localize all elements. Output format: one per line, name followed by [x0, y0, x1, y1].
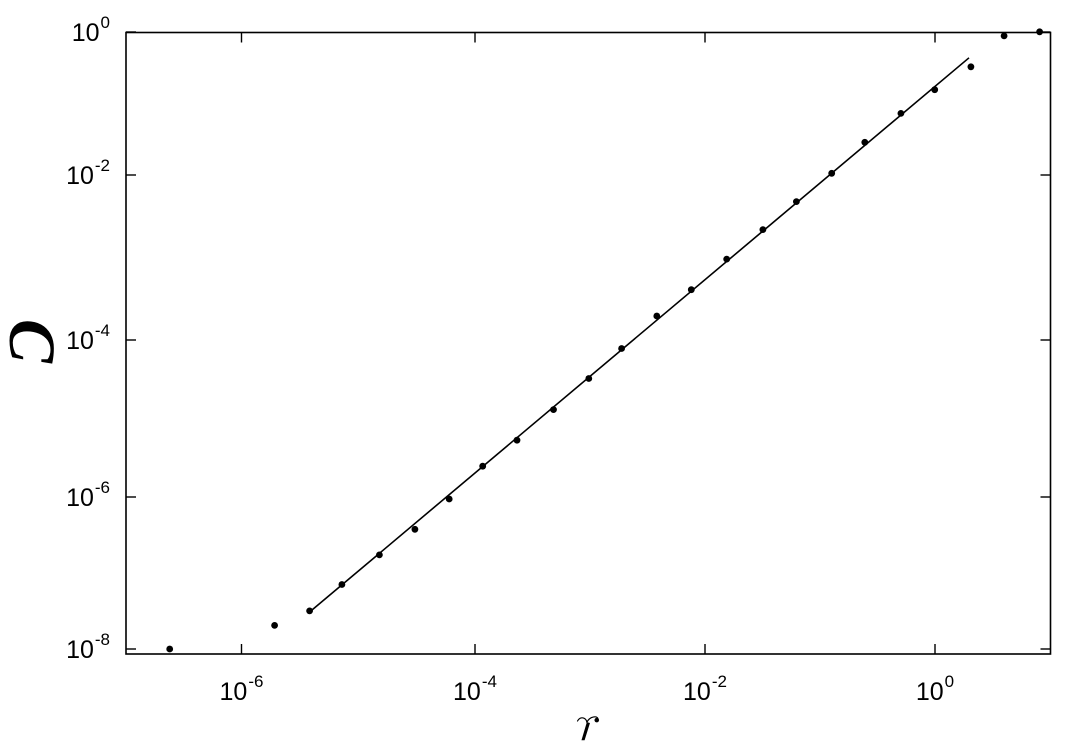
- svg-text:C: C: [0, 319, 68, 364]
- svg-text:10-6: 10-6: [66, 478, 110, 512]
- svg-text:10-4: 10-4: [453, 672, 497, 706]
- svg-text:10-8: 10-8: [66, 630, 110, 664]
- svg-text:10-2: 10-2: [66, 156, 110, 190]
- svg-text:10-2: 10-2: [683, 672, 727, 706]
- svg-text:100: 100: [916, 672, 954, 706]
- svg-text:10-6: 10-6: [220, 672, 264, 706]
- svg-text:100: 100: [72, 13, 110, 47]
- svg-text:10-4: 10-4: [66, 321, 110, 355]
